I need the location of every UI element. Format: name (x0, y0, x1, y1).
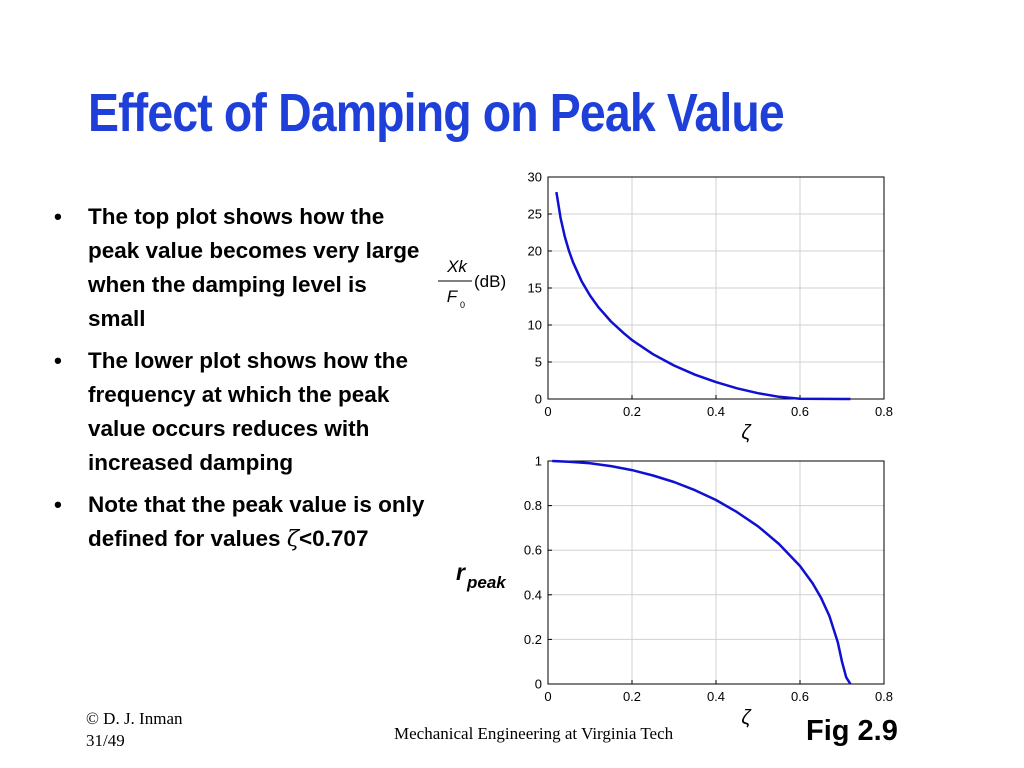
bullet-marker: • (54, 204, 62, 229)
top-x-axis-label: ζ (741, 422, 752, 444)
bottom-x-tick-label: 0.8 (875, 689, 893, 704)
bullet-item: • The top plot shows how the peak value … (50, 200, 430, 336)
bottom-y-tick-label: 0.2 (524, 632, 542, 647)
top-y-tick-label: 30 (528, 170, 542, 185)
bottom-y-tick-label: 0.6 (524, 543, 542, 558)
top-y-tick-label: 10 (528, 318, 542, 333)
bottom-y-label-subscript: peak (466, 573, 507, 592)
bottom-x-tick-label: 0 (544, 689, 551, 704)
bottom-x-tick-label: 0.6 (791, 689, 809, 704)
bottom-y-label-main: r (456, 559, 466, 585)
bottom-y-tick-label: 1 (535, 454, 542, 469)
bottom-y-tick-label: 0.4 (524, 587, 542, 602)
bullet-item: • The lower plot shows how the frequency… (50, 344, 430, 480)
bottom-y-tick-label: 0.8 (524, 498, 542, 513)
copyright-text: © D. J. Inman (86, 709, 183, 728)
top-y-tick-label: 5 (535, 355, 542, 370)
bullet-item: • Note that the peak value is only defin… (50, 488, 430, 556)
bottom-x-tick-label: 0.2 (623, 689, 641, 704)
slide-title: Effect of Damping on Peak Value (88, 83, 785, 143)
top-y-label-subscript: 0 (460, 300, 465, 310)
top-y-tick-label: 15 (528, 281, 542, 296)
bottom-x-tick-label: 0.4 (707, 689, 725, 704)
top-y-tick-label: 20 (528, 244, 542, 259)
top-y-label-numerator: Xk (446, 257, 468, 276)
figure-label: Fig 2.9 (806, 715, 898, 747)
bullet-marker: • (54, 348, 62, 373)
bullet-marker: • (54, 492, 62, 517)
bullet-text: Note that the peak value is only defined… (88, 492, 425, 551)
bottom-x-axis-label: ζ (741, 707, 752, 729)
top-y-tick-label: 25 (528, 207, 542, 222)
zeta-symbol: ζ (286, 526, 300, 552)
top-y-label-unit: (dB) (474, 272, 506, 291)
top-y-label-denominator: F (447, 287, 459, 306)
bullet-list: • The top plot shows how the peak value … (50, 200, 430, 564)
top-x-tick-label: 0.6 (791, 404, 809, 419)
top-curve (555, 191, 851, 401)
bottom-curve (552, 459, 852, 685)
bullet-text-tail: <0.707 (299, 526, 369, 551)
page-number: 31/49 (86, 731, 125, 750)
top-x-tick-label: 0 (544, 404, 551, 419)
bottom-y-tick-label: 0 (535, 677, 542, 692)
top-x-tick-label: 0.2 (623, 404, 641, 419)
bullet-text: The top plot shows how the peak value be… (88, 204, 420, 331)
footer-left: © D. J. Inman 31/49 (86, 708, 183, 752)
footer-department: Mechanical Engineering at Virginia Tech (394, 724, 674, 743)
bullet-text: The lower plot shows how the frequency a… (88, 348, 409, 475)
top-x-tick-label: 0.8 (875, 404, 893, 419)
top-x-tick-label: 0.4 (707, 404, 725, 419)
top-y-tick-label: 0 (535, 392, 542, 407)
